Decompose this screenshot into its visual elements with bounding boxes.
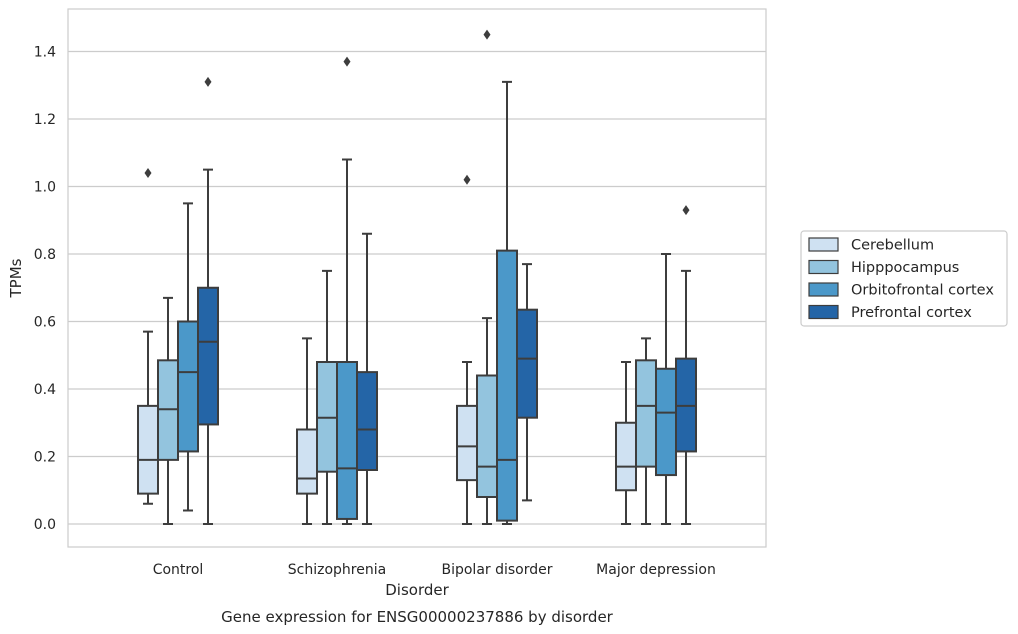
x-tick-labels: Control Schizophrenia Bipolar disorder Majo… — [153, 562, 716, 578]
legend-label: Orbitofrontal cortex — [851, 283, 994, 299]
outlier-point — [204, 76, 212, 87]
box-body — [336, 361, 358, 520]
legend-label: Cerebellum — [851, 238, 934, 254]
box-body — [635, 359, 657, 468]
y-tick-label: 0.0 — [34, 517, 56, 533]
legend-label: Prefrontal cortex — [851, 305, 972, 321]
legend-frame — [800, 230, 1008, 327]
box-2-2 — [496, 80, 518, 525]
box-2-1 — [476, 29, 498, 525]
box-body — [356, 371, 378, 471]
box-body — [197, 286, 219, 426]
box-2-3 — [516, 263, 538, 502]
box-0-3 — [197, 76, 219, 525]
legend-swatch — [808, 304, 839, 320]
y-tick-labels: 0.0 0.2 0.4 0.6 0.8 1.0 1.2 1.4 — [34, 45, 56, 534]
y-tick-label: 1.0 — [34, 180, 56, 196]
box-body — [655, 367, 677, 477]
box-body — [476, 374, 498, 498]
box-body — [137, 404, 159, 495]
box-1-3 — [356, 232, 378, 525]
legend-swatch — [808, 259, 839, 275]
y-axis-label: TPMs — [7, 258, 25, 298]
outlier-point — [343, 56, 351, 67]
box-0-1 — [157, 296, 179, 525]
x-axis-label: Disorder — [385, 581, 449, 599]
outlier-point — [144, 168, 152, 178]
chart-caption: Gene expression for ENSG00000237886 by d… — [221, 608, 614, 626]
box-0-2 — [177, 202, 199, 512]
y-tick-label: 0.4 — [34, 382, 56, 398]
box-2-0 — [456, 174, 478, 525]
outlier-point — [483, 29, 491, 40]
y-tick-label: 0.8 — [34, 247, 56, 263]
y-tick-label: 0.6 — [34, 315, 56, 331]
box-3-0 — [615, 361, 637, 525]
y-tick-label: 0.2 — [34, 450, 56, 466]
x-tick-label: Major depression — [596, 562, 716, 578]
outlier-point — [682, 205, 690, 216]
legend-swatch — [808, 237, 839, 252]
box-body — [516, 308, 538, 419]
box-0-0 — [137, 168, 159, 505]
box-1-0 — [296, 337, 318, 525]
box-body — [615, 421, 637, 492]
legend: Cerebellum Hipppocampus Orbitofrontal cort… — [800, 230, 1008, 327]
box-body — [177, 320, 199, 453]
y-tick-label: 1.2 — [34, 112, 56, 128]
box-body — [496, 249, 518, 522]
x-tick-label: Schizophrenia — [288, 562, 386, 578]
y-tick-label: 1.4 — [34, 45, 56, 61]
box-body — [456, 404, 478, 482]
legend-swatch — [808, 282, 839, 297]
x-tick-label: Bipolar disorder — [441, 562, 552, 578]
box-layer — [137, 29, 697, 525]
box-body — [296, 428, 318, 495]
outlier-point — [463, 174, 471, 185]
box-3-1 — [635, 337, 657, 525]
plot-frame — [67, 8, 767, 548]
box-1-1 — [316, 269, 338, 525]
legend-label: Hipppocampus — [851, 260, 959, 276]
box-1-2 — [336, 56, 358, 525]
box-3-3 — [675, 205, 697, 525]
box-3-2 — [655, 253, 677, 525]
x-tick-label: Control — [153, 562, 204, 578]
